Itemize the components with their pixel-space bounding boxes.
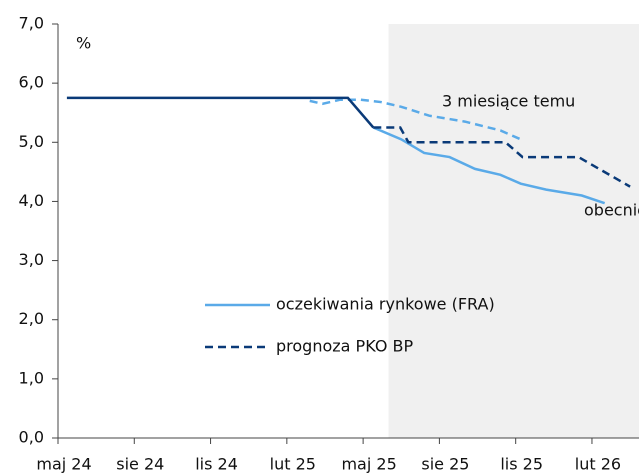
series-line: [309, 98, 522, 141]
legend-label: oczekiwania rynkowe (FRA): [276, 295, 495, 314]
y-tick-label: 0,0: [19, 428, 44, 447]
y-tick-label: 5,0: [19, 132, 44, 151]
y-tick-label: 7,0: [19, 14, 44, 33]
legend-label: prognoza PKO BP: [276, 337, 413, 356]
shaded-region: [388, 24, 639, 438]
x-tick-label: lis 25: [500, 455, 543, 474]
x-tick-label: maj 24: [36, 455, 91, 474]
y-tick-label: 3,0: [19, 250, 44, 269]
series-line: [372, 126, 606, 205]
y-tick-label: 4,0: [19, 191, 44, 210]
series-line: [66, 96, 375, 129]
x-tick-label: lut 26: [575, 455, 621, 474]
x-tick-label: lut 25: [270, 455, 316, 474]
x-tick-label: maj 25: [341, 455, 396, 474]
y-unit: %: [76, 34, 91, 53]
series-line: [373, 126, 631, 188]
y-tick-label: 2,0: [19, 309, 44, 328]
annotation: 3 miesiące temu: [442, 92, 575, 111]
x-tick-label: lis 24: [195, 455, 238, 474]
y-tick-label: 6,0: [19, 73, 44, 92]
x-tick-label: sie 25: [421, 455, 469, 474]
annotation: obecnie: [584, 201, 639, 220]
y-tick-label: 1,0: [19, 368, 44, 387]
x-tick-label: sie 24: [116, 455, 164, 474]
